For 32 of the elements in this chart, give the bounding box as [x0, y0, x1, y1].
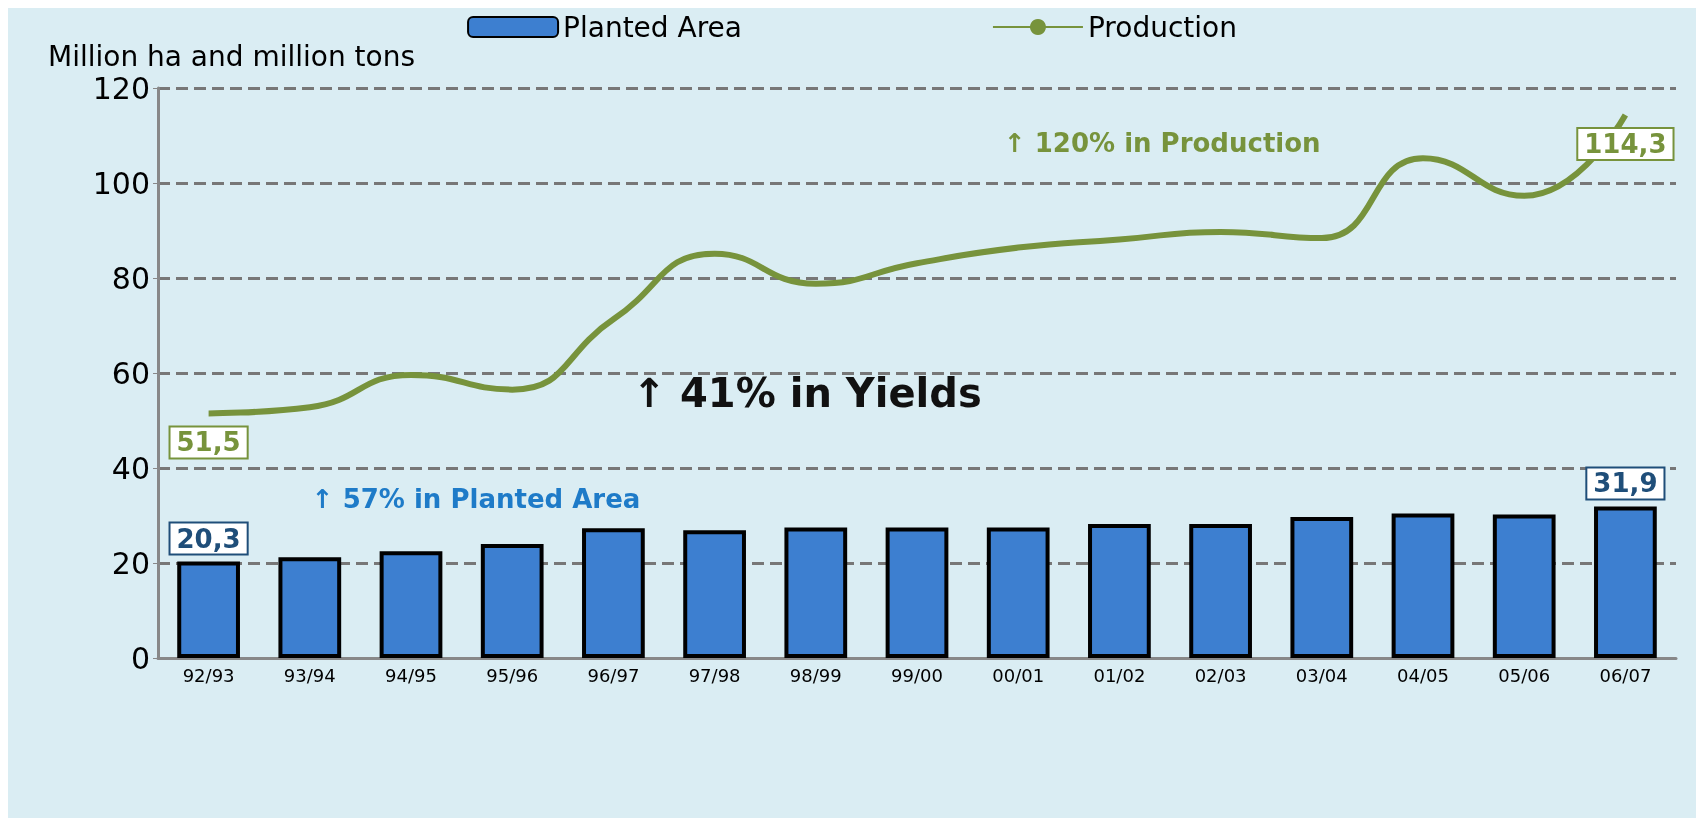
x-tick-label: 98/99	[789, 664, 842, 686]
data-label: 114,3	[1584, 129, 1667, 160]
x-tick-label: 96/97	[587, 664, 640, 686]
x-tick-label: 01/02	[1093, 664, 1146, 686]
x-tick-label: 05/06	[1498, 664, 1551, 686]
y-tick-label: 80	[111, 260, 150, 296]
y-axis-title: Million ha and million tons	[48, 39, 416, 73]
y-tick-label: 100	[92, 165, 150, 201]
data-label: 31,9	[1593, 468, 1658, 499]
x-tick-label: 02/03	[1194, 664, 1247, 686]
x-tick-label: 99/00	[891, 664, 943, 686]
x-tick-label: 92/93	[182, 664, 235, 686]
x-tick-label: 94/95	[385, 664, 437, 686]
x-tick-label: 06/07	[1599, 664, 1652, 686]
annotation: ↑ 57% in Planted Area	[311, 483, 641, 514]
legend-label: Planted Area	[563, 10, 742, 44]
y-tick-label: 60	[111, 355, 150, 391]
y-tick-label: 40	[111, 450, 150, 486]
x-tick-label: 04/05	[1397, 664, 1449, 686]
y-tick-label: 120	[92, 70, 150, 106]
annotation: ↑ 41% in Yields	[632, 369, 982, 416]
x-tick-label: 00/01	[992, 664, 1045, 686]
annotation: ↑ 120% in Production	[1003, 127, 1321, 158]
x-tick-label: 97/98	[688, 664, 741, 686]
x-tick-label: 93/94	[283, 664, 336, 686]
x-tick-label: 03/04	[1295, 664, 1348, 686]
y-tick-label: 0	[130, 640, 150, 676]
data-label: 51,5	[176, 427, 241, 458]
x-tick-label: 95/96	[486, 664, 539, 686]
legend-label: Production	[1087, 10, 1237, 44]
data-label: 20,3	[176, 523, 241, 554]
y-tick-label: 20	[111, 545, 150, 581]
